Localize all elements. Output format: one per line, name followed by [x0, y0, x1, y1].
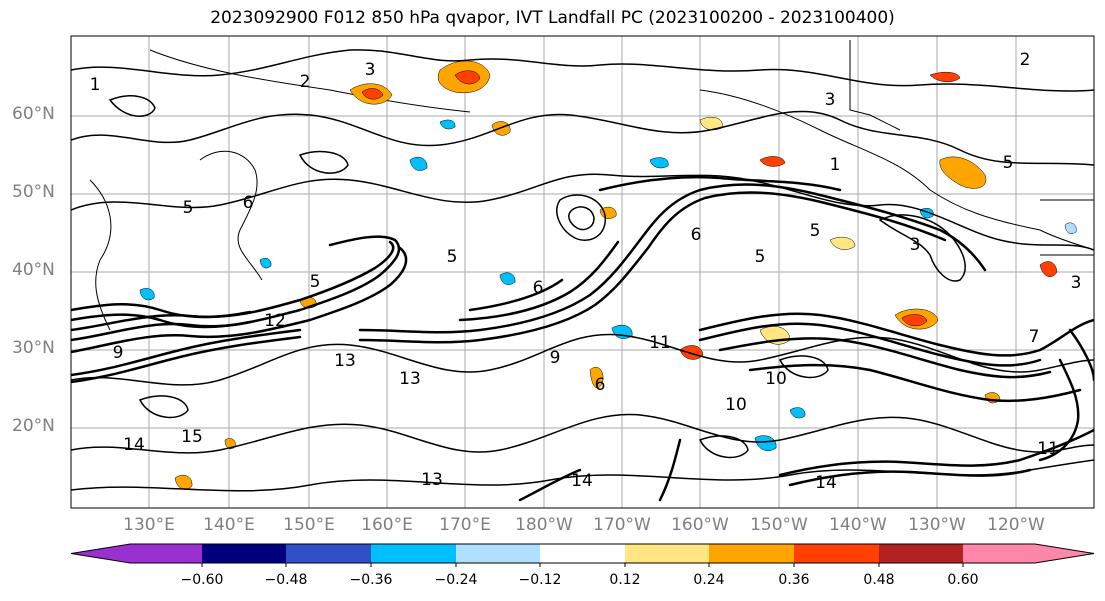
longitude-label: 170°E: [439, 515, 491, 535]
colorbar-tick-label: 0.12: [609, 572, 641, 588]
contour-label: 1: [90, 75, 101, 95]
colorbar-segment: [286, 544, 371, 563]
contour-label: 13: [421, 470, 443, 490]
contour-label: 6: [243, 193, 254, 213]
contour-label: 2: [1020, 50, 1031, 70]
latitude-label: 30°N: [12, 338, 55, 358]
contour-label: 9: [113, 343, 124, 363]
colorbar-segment: [879, 544, 963, 563]
map-title: 2023092900 F012 850 hPa qvapor, IVT Land…: [210, 8, 895, 28]
contour-label: 5: [183, 198, 194, 218]
contour-label: 6: [595, 375, 606, 395]
contour-labels: 1 2 3 5 6 5 6 5 12 9 13 13 15 14 13 14 1…: [90, 50, 1082, 493]
contour-label: 14: [815, 473, 837, 493]
colorbar-outline: [70, 543, 1095, 564]
colorbar-tick-label: −0.12: [518, 572, 562, 588]
colorbar-tick-label: −0.24: [434, 572, 478, 588]
colorbar-tick-label: −0.36: [349, 572, 393, 588]
contour-label: 2: [300, 72, 311, 92]
contour-label: 10: [765, 369, 787, 389]
contour-label: 11: [1037, 439, 1059, 459]
longitude-label: 170°W: [593, 515, 651, 535]
colorbar-segment: [71, 544, 202, 563]
longitude-label: 150°E: [283, 515, 335, 535]
contour-label: 6: [691, 225, 702, 245]
contour-label: 5: [755, 247, 766, 267]
colorbar-segment: [709, 544, 794, 563]
contour-label: 5: [447, 247, 458, 267]
contour-label: 11: [649, 333, 671, 353]
contour-label: 14: [123, 435, 145, 455]
colorbar-segment: [794, 544, 879, 563]
colorbar-segment: [540, 544, 625, 563]
colorbar-segment: [625, 544, 709, 563]
longitude-label: 160°E: [361, 515, 413, 535]
anomaly-fills: [139, 60, 1077, 490]
latitude-label: 60°N: [12, 104, 55, 124]
contour-label: 14: [571, 471, 593, 491]
longitude-label: 150°W: [750, 515, 808, 535]
colorbar-segment: [456, 544, 540, 563]
contour-label: 5: [810, 221, 821, 241]
contour-label: 3: [910, 235, 921, 255]
contour-label: 9: [550, 348, 561, 368]
contour-label: 13: [399, 369, 421, 389]
colorbar-tick-label: −0.60: [180, 572, 224, 588]
longitude-label: 120°W: [987, 515, 1045, 535]
contour-label: 5: [310, 272, 321, 292]
colorbar-tick-label: 0.60: [947, 572, 979, 588]
contour-lines: [71, 49, 1094, 502]
latitude-label: 20°N: [12, 416, 55, 436]
colorbar-segment: [202, 544, 286, 563]
colorbar-segment: [371, 544, 456, 563]
longitude-label: 130°E: [123, 515, 175, 535]
map-frame: [70, 35, 1095, 509]
longitude-label: 140°E: [203, 515, 255, 535]
colorbar-tick-label: 0.36: [778, 572, 810, 588]
contour-label: 6: [533, 278, 544, 298]
colorbar-segment: [963, 544, 1094, 563]
colorbar-tick-label: −0.48: [264, 572, 308, 588]
contour-label: 13: [334, 351, 356, 371]
longitude-label: 180°W: [515, 515, 573, 535]
contour-label: 3: [825, 90, 836, 110]
contour-label: 3: [365, 60, 376, 80]
longitude-label: 130°W: [908, 515, 966, 535]
coastlines: [89, 40, 1094, 331]
longitude-label: 160°W: [671, 515, 729, 535]
colorbar-tick-label: 0.48: [863, 572, 895, 588]
contour-label: 3: [1071, 273, 1082, 293]
contour-label: 7: [1029, 327, 1040, 347]
colorbar-tick-label: 0.24: [693, 572, 725, 588]
latitude-label: 40°N: [12, 260, 55, 280]
contour-label: 10: [725, 395, 747, 415]
contour-label: 12: [264, 311, 286, 331]
contour-label: 5: [1003, 153, 1014, 173]
contour-label: 1: [830, 155, 841, 175]
latitude-label: 50°N: [12, 182, 55, 202]
colorbar: [70, 543, 1095, 567]
longitude-label: 140°W: [829, 515, 887, 535]
contour-label: 15: [181, 427, 203, 447]
